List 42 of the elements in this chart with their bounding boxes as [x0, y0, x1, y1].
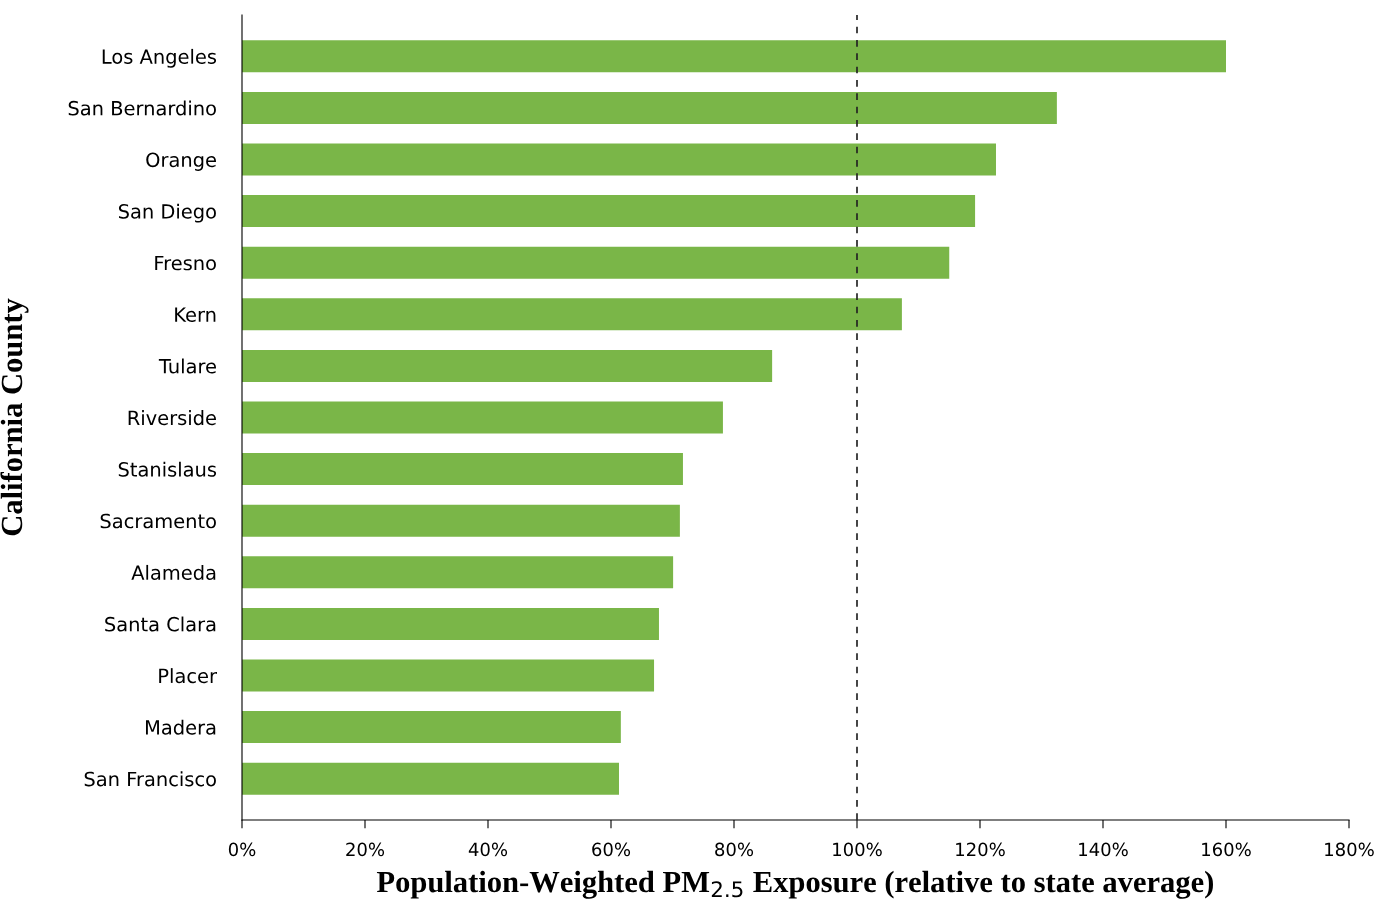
x-tick-label: 120% — [956, 842, 1005, 857]
x-tick-label: 100% — [833, 842, 882, 857]
x-tick-label: 180% — [1325, 842, 1374, 857]
bar — [242, 711, 621, 744]
y-tick-label: Orange — [146, 152, 216, 171]
y-tick-label: San Francisco — [84, 771, 216, 787]
bar — [242, 246, 950, 279]
x-tick-label: 20% — [346, 842, 385, 857]
x-tick-label: 160% — [1202, 842, 1251, 857]
bar — [242, 195, 976, 228]
bar — [242, 40, 1226, 73]
y-tick-label: Kern — [175, 307, 216, 322]
x-tick-label: 140% — [1079, 842, 1128, 857]
y-tick-label: Alameda — [131, 564, 216, 580]
y-tick-label: Stanislaus — [118, 461, 217, 477]
bar — [242, 762, 619, 795]
y-tick-label: San Bernardino — [68, 100, 216, 116]
x-axis-title: Population-Weighted PM$_{2.5}$ Exposure (relative to state average) — [376, 870, 1213, 899]
bar — [242, 349, 773, 382]
y-tick-label: Placer — [159, 668, 217, 684]
y-tick-label: Fresno — [155, 255, 216, 271]
y-axis-title: California County — [0, 298, 29, 536]
x-tick-label: 60% — [592, 842, 631, 857]
y-tick-label: Riverside — [128, 410, 216, 426]
y-tick-label: Santa Clara — [105, 616, 216, 632]
bar — [242, 607, 659, 640]
bar — [242, 298, 902, 331]
y-tick-label: San Diego — [118, 203, 216, 223]
x-tick-label: 80% — [715, 842, 754, 857]
bar — [242, 91, 1057, 124]
y-tick-label: Madera — [146, 719, 216, 735]
bar — [242, 143, 996, 176]
bar — [242, 659, 655, 692]
bar — [242, 453, 683, 486]
y-tick-label: Los Angeles — [102, 48, 217, 68]
bar — [242, 401, 723, 434]
y-tick-label: Tulare — [158, 358, 216, 374]
x-tick-label: 0% — [228, 842, 256, 857]
x-tick-label: 40% — [468, 842, 508, 857]
y-tick-label: Sacramento — [100, 513, 216, 529]
bar — [242, 504, 680, 537]
bar — [242, 556, 674, 589]
